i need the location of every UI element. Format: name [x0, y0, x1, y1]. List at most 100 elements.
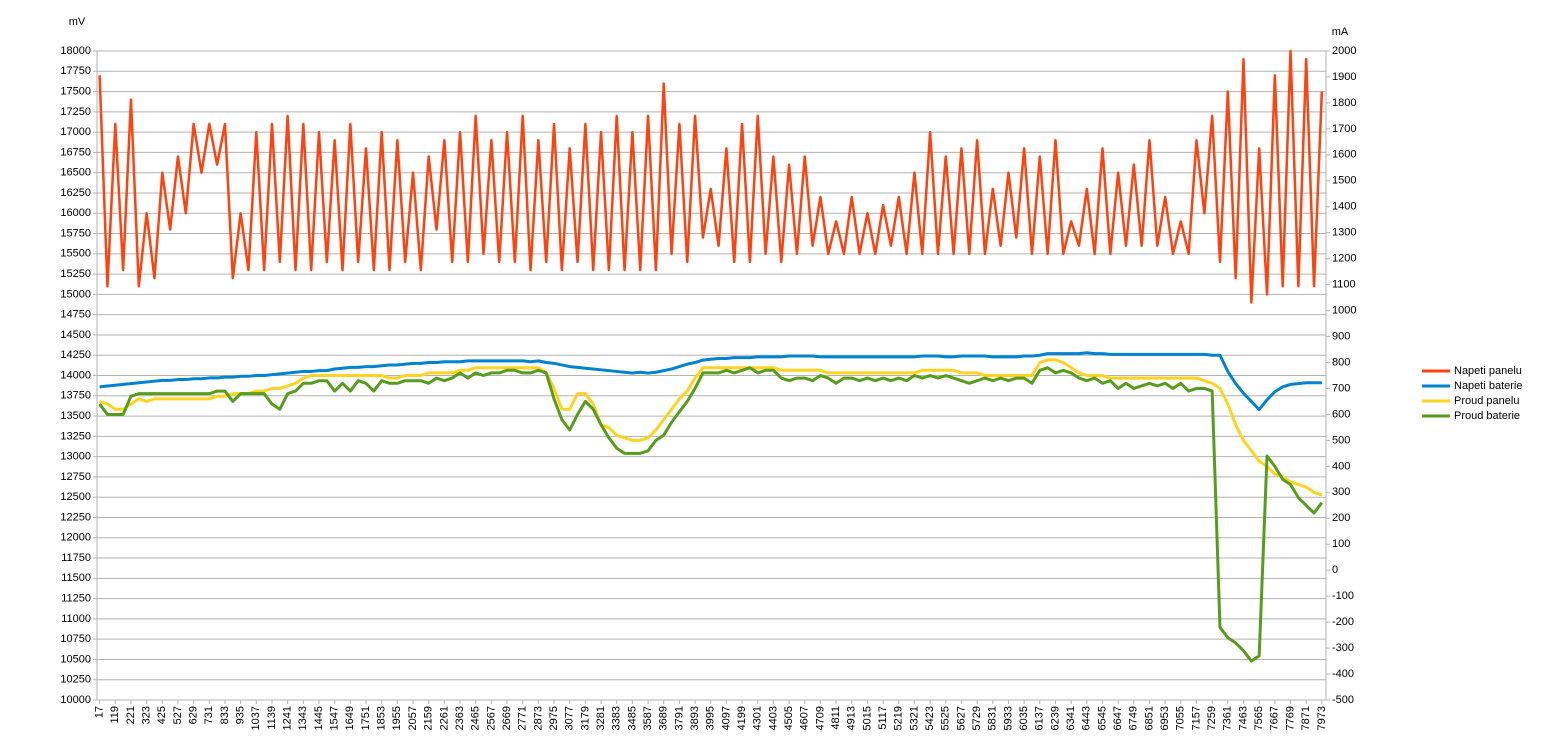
- y2-tick-label: -200: [1332, 616, 1354, 628]
- x-tick-label: 5525: [940, 706, 952, 730]
- y2-tick-label: 2000: [1332, 45, 1356, 57]
- x-tick-label: 7157: [1190, 706, 1202, 730]
- x-tick-label: 3077: [564, 706, 576, 730]
- x-tick-label: 3587: [642, 706, 654, 730]
- x-tick-label: 5423: [924, 706, 936, 730]
- x-tick-label: 7565: [1253, 706, 1265, 730]
- x-tick-label: 1343: [297, 706, 309, 730]
- x-tick-label: 5015: [861, 706, 873, 730]
- x-tick-label: 4199: [736, 706, 748, 730]
- y-tick-label: 10250: [60, 674, 91, 686]
- y2-tick-label: -100: [1332, 590, 1354, 602]
- x-tick-label: 7871: [1300, 706, 1312, 730]
- y-tick-label: 17000: [60, 126, 91, 138]
- x-tick-label: 1139: [266, 706, 278, 730]
- y-tick-label: 13750: [60, 390, 91, 402]
- x-tick-label: 1955: [391, 706, 403, 730]
- x-tick-label: 5219: [893, 706, 905, 730]
- x-tick-label: 425: [156, 706, 168, 724]
- y2-tick-label: 100: [1332, 538, 1350, 550]
- y-tick-label: 15750: [60, 227, 91, 239]
- x-tick-label: 1445: [313, 706, 325, 730]
- y2-tick-label: 1300: [1332, 227, 1356, 239]
- y-tick-label: 17250: [60, 106, 91, 118]
- x-tick-label: 629: [188, 706, 200, 724]
- y2-tick-label: -300: [1332, 642, 1354, 654]
- y-tick-label: 15250: [60, 268, 91, 280]
- y2-tick-label: 1700: [1332, 123, 1356, 135]
- y-tick-label: 15000: [60, 288, 91, 300]
- x-tick-label: 7361: [1222, 706, 1234, 730]
- x-tick-label: 6851: [1143, 706, 1155, 730]
- y2-axis-unit: mA: [1332, 26, 1349, 38]
- y-tick-label: 16500: [60, 167, 91, 179]
- x-tick-label: 5933: [1002, 706, 1014, 730]
- y-tick-label: 16000: [60, 207, 91, 219]
- x-tick-label: 4811: [830, 706, 842, 730]
- y-tick-label: 14750: [60, 309, 91, 321]
- y-tick-label: 11250: [61, 593, 91, 605]
- x-tick-label: 221: [125, 706, 137, 724]
- y-tick-label: 17500: [60, 85, 91, 97]
- y2-tick-label: 1500: [1332, 175, 1356, 187]
- x-tick-label: 6341: [1065, 706, 1077, 730]
- y-tick-label: 13000: [60, 451, 91, 463]
- y-tick-label: 11750: [61, 552, 91, 564]
- legend-label: Proud baterie: [1454, 410, 1520, 422]
- y-tick-label: 12250: [60, 511, 91, 523]
- x-tick-label: 4097: [720, 706, 732, 730]
- y-tick-label: 18000: [60, 45, 91, 57]
- x-tick-label: 6035: [1018, 706, 1030, 730]
- x-tick-label: 3995: [705, 706, 717, 730]
- y-tick-label: 10750: [60, 633, 91, 645]
- x-tick-label: 323: [141, 706, 153, 724]
- x-tick-label: 7055: [1175, 706, 1187, 730]
- series-line: [98, 49, 1324, 304]
- y-tick-label: 16250: [60, 187, 91, 199]
- x-tick-label: 1649: [344, 706, 356, 730]
- legend-label: Napeti baterie: [1454, 380, 1523, 392]
- y2-tick-label: 200: [1332, 512, 1350, 524]
- x-tick-label: 2873: [532, 706, 544, 730]
- x-tick-label: 2363: [454, 706, 466, 730]
- y-tick-label: 11500: [61, 572, 91, 584]
- y-tick-label: 16750: [60, 146, 91, 158]
- y2-tick-label: -400: [1332, 668, 1354, 680]
- y2-tick-label: 800: [1332, 356, 1350, 368]
- y-tick-label: 10500: [60, 653, 91, 665]
- x-tick-label: 6749: [1128, 706, 1140, 730]
- x-tick-label: 935: [235, 706, 247, 724]
- x-tick-label: 3791: [673, 706, 685, 730]
- x-tick-label: 2057: [407, 706, 419, 730]
- y-tick-label: 12750: [60, 471, 91, 483]
- x-tick-label: 7769: [1284, 706, 1296, 730]
- x-tick-label: 5831: [987, 706, 999, 730]
- x-tick-label: 5321: [908, 706, 920, 730]
- x-tick-label: 2159: [423, 706, 435, 730]
- y2-tick-label: 1200: [1332, 253, 1356, 265]
- x-tick-label: 6239: [1049, 706, 1061, 730]
- x-tick-label: 1241: [282, 706, 294, 730]
- x-tick-label: 3383: [611, 706, 623, 730]
- x-tick-label: 6647: [1112, 706, 1124, 730]
- x-tick-label: 2465: [470, 706, 482, 730]
- x-tick-label: 6137: [1034, 706, 1046, 730]
- x-tick-label: 2669: [501, 706, 513, 730]
- x-tick-label: 119: [109, 706, 121, 724]
- x-tick-label: 1853: [376, 706, 388, 730]
- x-tick-label: 3689: [658, 706, 670, 730]
- x-tick-label: 7463: [1237, 706, 1249, 730]
- y2-tick-label: 500: [1332, 434, 1350, 446]
- y-tick-label: 11000: [61, 613, 91, 625]
- x-tick-label: 3485: [626, 706, 638, 730]
- y-tick-label: 13250: [60, 430, 91, 442]
- y2-tick-label: 1400: [1332, 201, 1356, 213]
- x-tick-label: 5117: [877, 706, 889, 730]
- y2-tick-label: 1600: [1332, 149, 1356, 161]
- x-tick-label: 3179: [579, 706, 591, 730]
- y2-tick-label: 1900: [1332, 71, 1356, 83]
- y2-tick-label: 1000: [1332, 305, 1356, 317]
- y-tick-label: 10000: [60, 694, 91, 706]
- y2-tick-label: 700: [1332, 382, 1350, 394]
- y-tick-label: 14000: [60, 369, 91, 381]
